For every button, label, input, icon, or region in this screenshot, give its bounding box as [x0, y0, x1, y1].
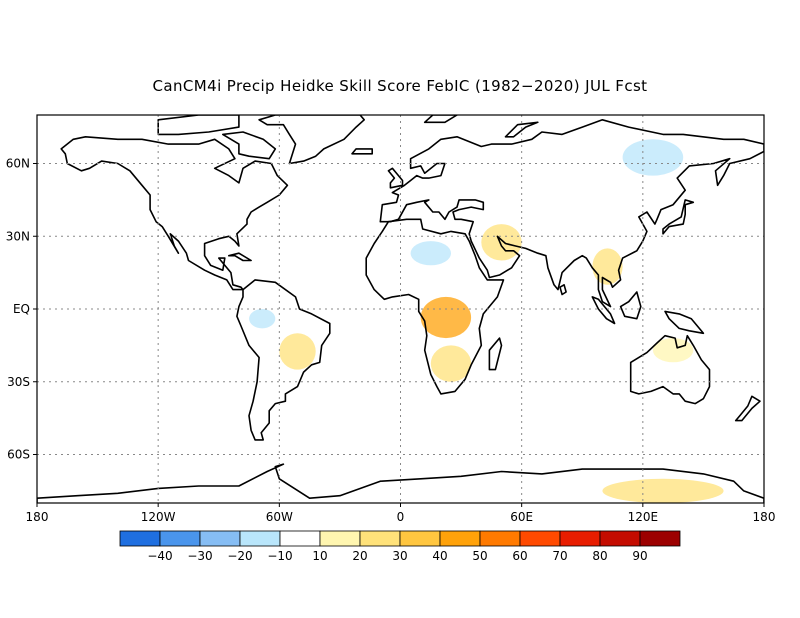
- colorbar-swatch: [399, 530, 441, 547]
- coastline-sri-lanka: [559, 283, 567, 296]
- coastline-uk: [387, 167, 404, 189]
- colorbar-swatch: [319, 530, 361, 547]
- coastline-new-zealand: [734, 395, 761, 422]
- axis-labels: 180 120W 60W 0 60E 120E 180 60N 30N EQ 30S 60S: [6, 157, 776, 525]
- coastline-baffin: [222, 131, 277, 160]
- landmass-antarctica: [37, 464, 764, 503]
- landmass-greenland: [259, 115, 365, 164]
- colorbar-swatch: [599, 530, 641, 547]
- colorbar-label: −30: [187, 549, 212, 563]
- coastline-greenland: [258, 115, 366, 165]
- landmass-baffin: [222, 132, 276, 159]
- colorbar-label: 90: [632, 549, 647, 563]
- colorbar-label: 60: [512, 549, 527, 563]
- landmass-new-guinea: [665, 311, 704, 334]
- lat-tick-label: 60S: [7, 448, 30, 462]
- lon-tick-label: 120E: [628, 510, 659, 524]
- coastline-africa: [365, 218, 505, 395]
- colorbar-label: −40: [147, 549, 172, 563]
- colorbar-swatch: [439, 530, 481, 547]
- colorbar-swatch: [479, 530, 521, 547]
- lon-tick-label: 180: [753, 510, 776, 524]
- map-title: CanCM4i Precip Heidke Skill Score FebIC …: [152, 77, 648, 95]
- axis-ticks: [33, 163, 765, 507]
- colorbar-label: 30: [392, 549, 407, 563]
- coastline-antarctica: [37, 463, 764, 503]
- skill-region-5: [410, 241, 451, 266]
- colorbar-label: 80: [592, 549, 607, 563]
- coastline-madagascar: [488, 337, 503, 371]
- coastlines: [37, 115, 764, 503]
- colorbar-swatch: [559, 530, 601, 547]
- landmass-iceland: [352, 148, 373, 154]
- landmass-sumatra: [592, 296, 615, 324]
- coastline-north-america: [60, 136, 289, 291]
- colorbar: −40 −30 −20 −10 10 20 30 40 50 60 70 80 90: [119, 530, 681, 563]
- graticule: [37, 115, 764, 503]
- landmass-madagascar: [489, 338, 502, 370]
- coastline-iceland: [351, 148, 374, 155]
- colorbar-label: −20: [227, 549, 252, 563]
- lat-tick-label: 30S: [7, 375, 30, 389]
- colorbar-label: 40: [432, 549, 447, 563]
- landmass-north-america: [61, 136, 288, 290]
- colorbar-label: 50: [472, 549, 487, 563]
- landmass-borneo: [620, 292, 641, 319]
- landmass-svalbard: [424, 115, 457, 123]
- coastline-new-guinea: [664, 310, 705, 335]
- colorbar-label: 70: [552, 549, 567, 563]
- coastline-sumatra: [591, 296, 616, 325]
- landmass-japan: [663, 199, 694, 234]
- colorbar-swatch: [199, 530, 241, 547]
- lat-tick-label: EQ: [13, 302, 30, 316]
- colorbar-label: 20: [352, 549, 367, 563]
- colorbar-swatch: [519, 530, 561, 547]
- coastline-svalbard: [423, 115, 458, 124]
- lat-tick-label: 30N: [6, 229, 30, 243]
- coastline-japan: [662, 199, 695, 235]
- coastline-cuba: [228, 252, 252, 262]
- coastline-eurasia: [379, 119, 764, 308]
- skill-region-6: [622, 139, 684, 176]
- colorbar-swatch: [239, 530, 281, 547]
- lon-tick-label: 0: [397, 510, 405, 524]
- skill-region-9: [652, 338, 694, 363]
- coastline-south-america: [236, 279, 331, 441]
- lat-tick-label: 60N: [6, 157, 30, 171]
- skill-region-2: [481, 224, 522, 261]
- colorbar-label: 10: [312, 549, 327, 563]
- colorbar-swatch: [159, 530, 201, 547]
- landmass-arctic-isles: [158, 115, 239, 135]
- coastline-borneo: [619, 291, 642, 320]
- coastline-arctic-isles: [157, 115, 240, 136]
- lon-tick-label: 180: [26, 510, 49, 524]
- skill-region-0: [420, 296, 472, 339]
- skill-region-8: [592, 248, 623, 285]
- lon-tick-label: 60W: [266, 510, 293, 524]
- colorbar-swatch: [359, 530, 401, 547]
- lon-tick-label: 120W: [141, 510, 176, 524]
- colorbar-swatch: [119, 530, 161, 547]
- colorbar-swatch: [279, 530, 321, 547]
- skill-region-7: [602, 478, 724, 503]
- coastline-australia: [629, 334, 711, 405]
- colorbar-swatch: [639, 530, 681, 547]
- skill-region-3: [279, 333, 316, 370]
- skill-region-4: [249, 309, 276, 329]
- coastline-novaya-zemlya: [504, 121, 539, 138]
- landmass-uk: [388, 168, 403, 188]
- skill-region-1: [430, 345, 472, 382]
- lon-tick-label: 60E: [510, 510, 533, 524]
- colorbar-label: −10: [267, 549, 292, 563]
